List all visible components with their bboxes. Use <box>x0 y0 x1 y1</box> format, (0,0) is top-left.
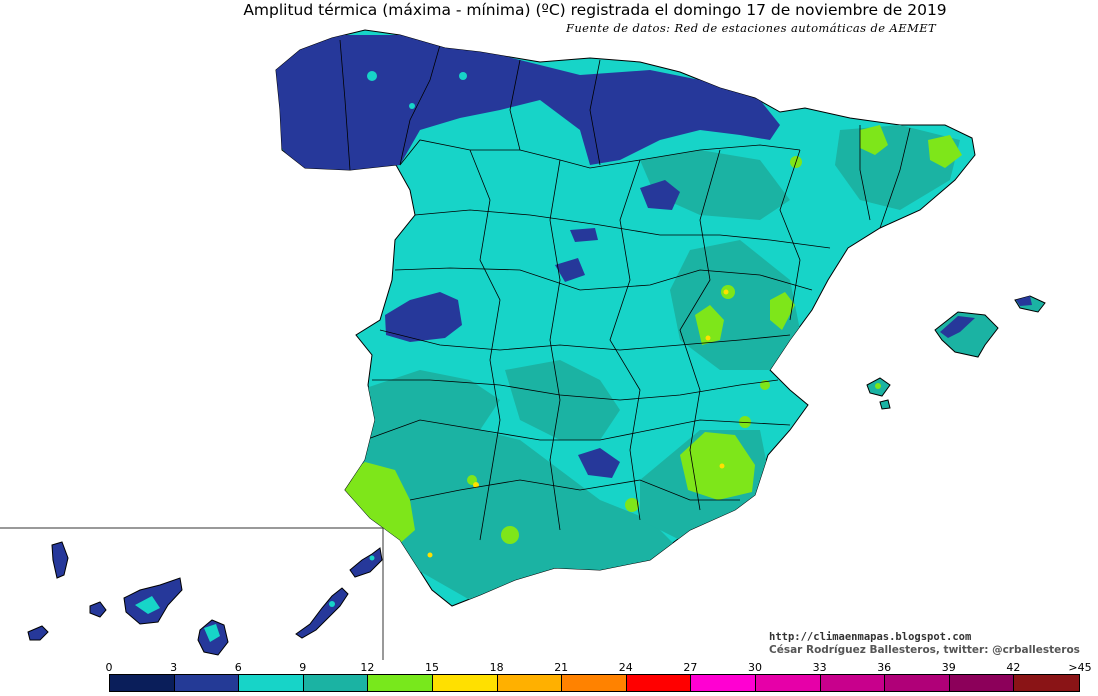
province-borders <box>339 39 911 541</box>
legend-swatch <box>368 675 433 691</box>
zone-3-6-north <box>276 35 780 172</box>
zone-3-6-soria <box>570 228 598 242</box>
color-legend: 0 3 6 9 12 15 18 21 24 27 30 33 36 39 42 >45 <box>0 660 1098 696</box>
zone-12-15-spot <box>625 498 639 512</box>
zone-12-15-girona <box>928 135 962 168</box>
zone-12-15-huelva <box>340 462 415 545</box>
legend-tick-label: 33 <box>812 661 827 674</box>
legend-swatch <box>497 675 563 691</box>
zone-6-9-spot <box>459 72 467 80</box>
legend-swatch <box>110 675 175 691</box>
legend-swatch <box>303 675 369 691</box>
credit-url: http://climaenmapas.blogspot.com <box>769 631 972 643</box>
zone-3-6-segovia <box>555 258 585 282</box>
island-formentera <box>879 399 891 410</box>
island-la-palma <box>51 541 69 579</box>
legend-tick-label: 42 <box>1006 661 1021 674</box>
zone-12-15-pyrenees <box>860 125 888 155</box>
legend-tick-label: 15 <box>425 661 439 674</box>
map-title: Amplitud térmica (máxima - mínima) (ºC) … <box>243 1 947 19</box>
legend-tick-label: 24 <box>618 661 633 674</box>
legend-swatch <box>174 675 240 691</box>
zone-15-18-spot <box>427 552 433 558</box>
zone-12-15-spot <box>875 383 881 389</box>
zone-12-15-murcia <box>680 432 755 500</box>
zone-12-15-spot <box>760 380 770 390</box>
zone-15-18-spot <box>723 289 729 295</box>
zone-9-12-north <box>640 150 790 220</box>
canary-inset-frame <box>0 527 384 660</box>
zone-15-18-spot <box>719 463 725 469</box>
temperature-range-map <box>0 29 1046 660</box>
zone-6-9-spot <box>369 555 375 561</box>
legend-tick-label: 30 <box>748 661 762 674</box>
legend-swatch <box>239 675 304 691</box>
zone-15-18-spot <box>473 482 479 488</box>
legend-tick-label: 6 <box>234 661 242 674</box>
zone-6-9-spot <box>367 71 377 81</box>
legend-swatch <box>820 675 886 691</box>
zone-3-6-west <box>385 292 462 342</box>
zone-9-12-southwest <box>350 370 690 600</box>
zone-9-12-center <box>505 360 620 440</box>
zone-6-9-spot <box>409 103 415 109</box>
legend-swatch <box>562 675 627 691</box>
legend-tick-label: 36 <box>877 661 892 674</box>
island-el-hierro <box>27 625 49 641</box>
zone-12-15-spot <box>739 416 751 428</box>
legend-tick-label: 18 <box>489 661 504 674</box>
zone-3-6-burgos <box>640 180 680 210</box>
island-menorca-west <box>1016 296 1032 306</box>
island-fuerteventura <box>295 587 349 639</box>
zone-15-18-spot <box>705 335 711 341</box>
legend-swatch <box>432 675 498 691</box>
zone-6-9-spot <box>329 601 335 607</box>
island-la-gomera <box>89 601 107 618</box>
legend-tick-label: >45 <box>1068 661 1092 674</box>
island-gran-canaria-center <box>204 624 220 642</box>
legend-tick-label: 12 <box>360 661 375 674</box>
data-source-note: Fuente de datos: Red de estaciones autom… <box>566 21 937 35</box>
legend-tick-label: 3 <box>170 661 178 674</box>
legend-swatch <box>1014 675 1079 691</box>
zone-12-15-castellon <box>770 292 795 330</box>
legend-swatch <box>949 675 1015 691</box>
legend-swatch <box>691 675 756 691</box>
legend-swatch <box>755 675 821 691</box>
zone-12-15-spot <box>501 526 519 544</box>
zone-3-6-jaen <box>578 448 620 478</box>
legend-tick-label: 21 <box>554 661 569 674</box>
zone-12-15-valencia <box>695 305 724 345</box>
island-tenerife-center <box>135 596 160 614</box>
legend-tick-label: 27 <box>683 661 698 674</box>
legend-color-bar <box>109 674 1080 692</box>
legend-tick-label: 39 <box>941 661 956 674</box>
legend-tick-label: 0 <box>105 661 113 674</box>
legend-swatch <box>885 675 950 691</box>
credit-author: César Rodríguez Ballesteros, twitter: @c… <box>769 644 1080 656</box>
island-lanzarote <box>349 547 383 578</box>
legend-swatch <box>626 675 692 691</box>
legend-tick-label: 9 <box>299 661 307 674</box>
island-mallorca-north <box>940 316 975 338</box>
